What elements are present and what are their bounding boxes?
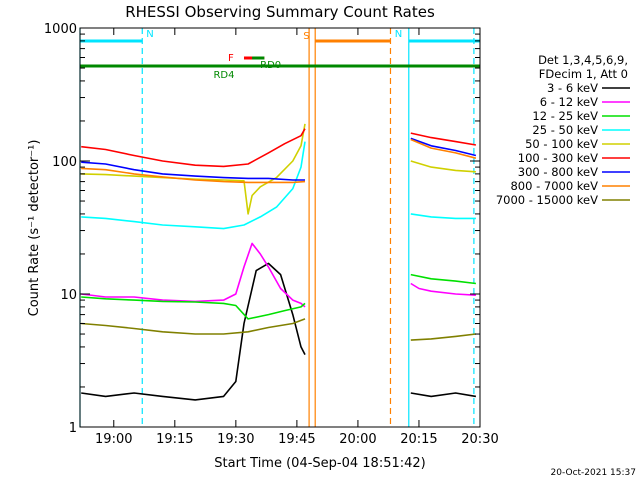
flag-label-n-0: N (146, 29, 153, 40)
legend-label-1: 6 - 12 keV (540, 95, 598, 109)
y-tick-label-2: 100 (52, 155, 77, 170)
series-line-5-1 (410, 132, 477, 146)
series-line-1-1 (410, 282, 476, 296)
series-line-6-1 (410, 137, 477, 157)
y-tick-label-3: 1000 (44, 22, 77, 37)
plot-frame (79, 27, 481, 428)
series-line-2-0 (81, 296, 306, 320)
y-axis-label: Count Rate (s⁻¹ detector⁻¹) (27, 140, 42, 317)
series-line-5-0 (81, 128, 306, 168)
legend-label-3: 25 - 50 keV (532, 123, 598, 137)
axes: 19:00 19:15 19:30 19:45 20:00 20:15 20:30 1 10 10… (44, 22, 499, 447)
flag-label-n-1: N (395, 29, 402, 40)
legend-label-2: 12 - 25 keV (532, 109, 598, 123)
series-line-4-1 (410, 160, 476, 173)
series-line-6-0 (81, 161, 305, 181)
x-tick-label-2: 19:30 (217, 432, 254, 447)
legend-label-4: 50 - 100 keV (525, 137, 598, 151)
series-line-7-1 (410, 138, 477, 159)
series-line-8-1 (410, 333, 476, 341)
x-tick-label-0: 19:00 (95, 432, 132, 447)
legend-label-7: 800 - 7000 keV (510, 179, 598, 193)
x-tick-label-6: 20:30 (461, 432, 498, 447)
flag-label-rd4-5: RD4 (213, 70, 234, 81)
footer-timestamp: 20-Oct-2021 15:37 (551, 468, 636, 478)
legend-header-line-1: Det 1,3,4,5,6,9, (538, 53, 628, 67)
plot-area: NNSFRD0RD4 (79, 28, 480, 427)
chart-title: RHESSI Observing Summary Count Rates (125, 3, 435, 21)
y-tick-label-0: 1 (69, 421, 77, 436)
legend-label-8: 7000 - 15000 keV (496, 193, 598, 207)
legend: Det 1,3,4,5,6,9, FDecim 1, Att 0 3 - 6 k… (496, 53, 630, 207)
series-line-3-1 (410, 213, 476, 220)
x-axis-label: Start Time (04-Sep-04 18:51:42) (214, 456, 425, 471)
x-tick-label-5: 20:15 (400, 432, 437, 447)
legend-label-5: 100 - 300 keV (518, 151, 598, 165)
series-line-0-1 (410, 392, 477, 398)
legend-label-0: 3 - 6 keV (547, 81, 598, 95)
legend-header-line-2: FDecim 1, Att 0 (539, 67, 628, 81)
series-line-3-0 (81, 141, 306, 230)
flag-label-s-2: S (303, 31, 309, 42)
flag-label-f-3: F (228, 53, 234, 64)
series-line-7-0 (81, 167, 306, 184)
series-line-4-0 (81, 123, 306, 215)
y-tick-label-1: 10 (60, 288, 77, 303)
x-tick-label-3: 19:45 (278, 432, 315, 447)
series-line-1-0 (81, 242, 306, 308)
x-tick-label-4: 20:00 (339, 432, 376, 447)
series-line-2-1 (410, 273, 476, 285)
series-line-0-0 (81, 262, 306, 401)
series-line-8-0 (81, 318, 306, 335)
x-tick-label-1: 19:15 (156, 432, 193, 447)
legend-label-6: 300 - 800 keV (518, 165, 598, 179)
